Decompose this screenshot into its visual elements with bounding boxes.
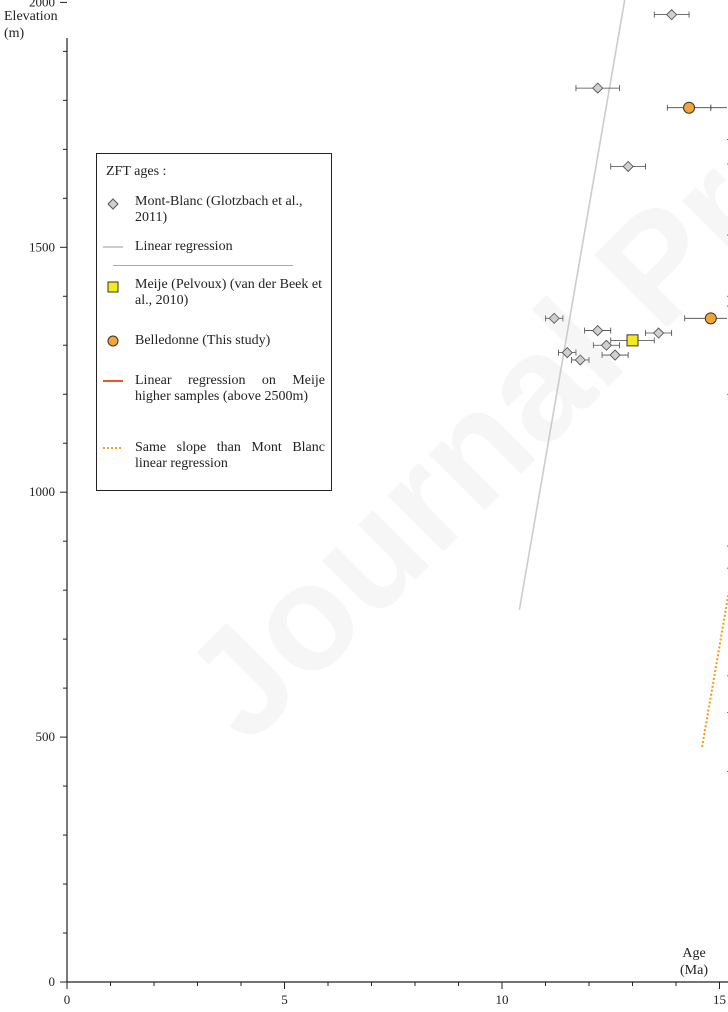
x-tick-label: 0 <box>64 992 71 1007</box>
x-axis-label-line1: Age <box>682 946 706 961</box>
y-axis-label-line1: Elevation <box>4 9 58 24</box>
legend-text-linear-regression: Linear regression <box>135 239 233 254</box>
series-circle <box>666 101 728 772</box>
y-tick-label: 0 <box>49 974 56 989</box>
regression-line <box>518 0 626 610</box>
x-tick-label: 5 <box>281 992 288 1007</box>
data-point <box>652 327 665 339</box>
data-point <box>600 339 613 351</box>
regression-line <box>701 591 728 748</box>
y-tick-label: 1500 <box>29 239 55 254</box>
lines-layer <box>518 0 728 748</box>
data-point <box>548 312 560 324</box>
y-tick-label: 2000 <box>29 0 55 9</box>
data-point <box>561 346 573 359</box>
data-point <box>683 101 696 114</box>
x-axis-label-line2: (Ma) <box>680 963 708 978</box>
data-point <box>626 334 639 347</box>
series-diamond <box>545 9 690 366</box>
legend-red-line-icon <box>103 380 123 382</box>
legend-dotted-line-icon <box>103 447 123 449</box>
x-tick-label: 15 <box>713 992 726 1007</box>
y-tick-label: 500 <box>36 729 56 744</box>
data-point <box>666 9 678 21</box>
data-point <box>574 354 586 366</box>
data-point <box>592 324 604 337</box>
points-layer <box>545 9 728 772</box>
data-point <box>622 160 634 173</box>
axes-layer: 0510152025300500100015002000250030003500 <box>29 0 728 1007</box>
legend-text-same-slope: Same slope than Mont Blanc linear regres… <box>135 440 325 471</box>
legend-square-icon <box>107 281 119 293</box>
legend-grey-line-icon <box>103 246 123 248</box>
x-axis-label: Age (Ma) <box>674 945 714 979</box>
series-square <box>610 139 728 347</box>
x-tick-label: 10 <box>496 992 509 1007</box>
legend-text-meije: Meije (Pelvoux) (van der Beek et al., 20… <box>135 277 322 308</box>
y-axis-label-line2: (m) <box>4 26 25 41</box>
y-tick-label: 1000 <box>29 484 55 499</box>
legend-title: ZFT ages : <box>106 164 167 179</box>
legend: ZFT ages : Mont-Blanc (Glotzbach et al.,… <box>96 153 332 491</box>
data-point <box>609 349 621 361</box>
legend-text-meije-regression: Linear regression on Meije higher sample… <box>135 373 325 404</box>
data-point <box>704 312 717 325</box>
data-point <box>592 82 604 94</box>
legend-circle-icon <box>107 335 119 347</box>
legend-separator <box>113 265 293 266</box>
legend-diamond-icon <box>107 198 119 210</box>
y-axis-label: Elevation (m) <box>4 8 58 42</box>
legend-text-mont-blanc: Mont-Blanc (Glotzbach et al., 2011) <box>135 194 303 225</box>
legend-text-belledonne: Belledonne (This study) <box>135 333 271 348</box>
